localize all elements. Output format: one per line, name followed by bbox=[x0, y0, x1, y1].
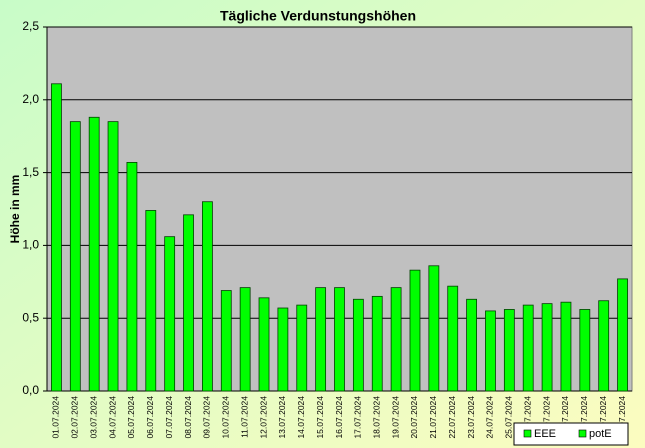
bar bbox=[107, 121, 119, 392]
bar bbox=[315, 287, 327, 392]
x-tick-label: 20.07.2024 bbox=[409, 396, 419, 439]
bar bbox=[202, 201, 213, 392]
bar bbox=[51, 83, 62, 392]
x-tick-label: 18.07.2024 bbox=[371, 396, 381, 439]
x-tick-label: 05.07.2024 bbox=[126, 396, 136, 439]
bar bbox=[390, 287, 402, 392]
x-tick-label: 27.07.2024 bbox=[541, 396, 551, 439]
bar bbox=[296, 304, 308, 392]
bar bbox=[522, 304, 534, 392]
x-tick-label: 08.07.2024 bbox=[183, 396, 193, 439]
bar bbox=[409, 269, 421, 392]
bar bbox=[334, 287, 345, 392]
bar bbox=[69, 121, 81, 392]
bar bbox=[428, 265, 440, 392]
x-tick-label: 06.07.2024 bbox=[145, 396, 155, 439]
bar bbox=[560, 301, 572, 392]
x-tick-label: 03.07.2024 bbox=[88, 396, 98, 439]
x-tick-label: 07.07.2024 bbox=[164, 396, 174, 439]
x-tick-label: 24.07.2024 bbox=[485, 396, 495, 439]
x-tick-label: 21.07.2024 bbox=[428, 396, 438, 439]
x-tick-label: 16.07.2024 bbox=[334, 396, 344, 439]
bar bbox=[183, 214, 194, 392]
legend-label: EEE bbox=[534, 428, 556, 440]
y-axis-label: Höhe in mm bbox=[8, 175, 22, 244]
bar bbox=[126, 162, 138, 392]
x-tick-label: 25.07.2024 bbox=[504, 396, 514, 439]
x-tick-label: 31.07.2024 bbox=[617, 396, 627, 439]
x-tick-label: 19.07.2024 bbox=[390, 396, 400, 439]
bar bbox=[503, 309, 515, 392]
x-tick-label: 30.07.2024 bbox=[598, 396, 608, 439]
x-tick-label: 09.07.2024 bbox=[202, 396, 212, 439]
bar bbox=[598, 300, 610, 392]
y-tick-label: 0,0 bbox=[22, 383, 39, 397]
y-tick-label: 2,0 bbox=[22, 92, 39, 106]
x-tick-label: 12.07.2024 bbox=[258, 396, 268, 439]
x-tick-label: 17.07.2024 bbox=[353, 396, 363, 439]
x-tick-label: 22.07.2024 bbox=[447, 396, 457, 439]
bar bbox=[88, 116, 100, 392]
bar bbox=[220, 290, 232, 392]
bar bbox=[447, 285, 459, 392]
bar bbox=[239, 287, 251, 392]
x-tick-label: 02.07.2024 bbox=[70, 396, 80, 439]
y-tick-label: 0,5 bbox=[22, 310, 39, 324]
bar bbox=[277, 307, 289, 392]
legend-swatch bbox=[578, 429, 587, 438]
x-tick-label: 14.07.2024 bbox=[296, 396, 306, 439]
x-tick-label: 01.07.2024 bbox=[51, 396, 61, 439]
y-tick-label: 2,5 bbox=[22, 19, 39, 33]
y-tick-label: 1,0 bbox=[22, 238, 39, 252]
bar bbox=[145, 210, 157, 392]
bar bbox=[466, 298, 477, 392]
bar bbox=[617, 278, 628, 392]
x-tick-label: 26.07.2024 bbox=[522, 396, 532, 439]
bar bbox=[485, 310, 496, 392]
x-tick-label: 29.07.2024 bbox=[579, 396, 589, 439]
bar bbox=[541, 303, 553, 392]
x-tick-label: 23.07.2024 bbox=[466, 396, 476, 439]
y-tick-label: 1,5 bbox=[22, 165, 39, 179]
bar bbox=[579, 309, 591, 392]
legend-label: potE bbox=[589, 428, 612, 440]
bar bbox=[258, 297, 270, 392]
bar bbox=[352, 298, 364, 392]
chart-title: Tägliche Verdunstungshöhen bbox=[220, 8, 416, 24]
x-tick-label: 10.07.2024 bbox=[221, 396, 231, 439]
bar bbox=[371, 295, 383, 392]
x-tick-label: 04.07.2024 bbox=[107, 396, 117, 439]
x-tick-label: 11.07.2024 bbox=[239, 396, 249, 438]
legend-swatch bbox=[523, 429, 532, 438]
bar bbox=[164, 236, 176, 392]
x-tick-label: 28.07.2024 bbox=[560, 396, 570, 439]
legend-box bbox=[513, 422, 629, 446]
x-tick-label: 13.07.2024 bbox=[277, 396, 287, 439]
x-tick-label: 15.07.2024 bbox=[315, 396, 325, 439]
